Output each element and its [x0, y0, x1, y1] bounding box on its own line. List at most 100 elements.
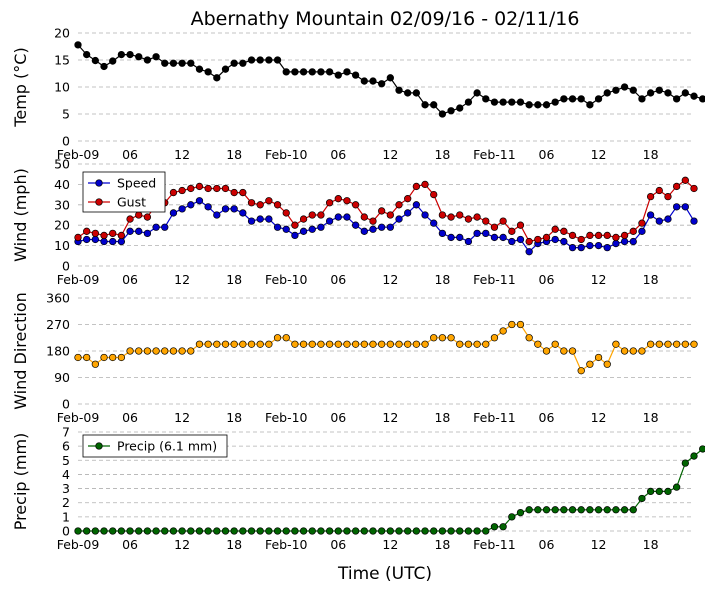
series-point	[629, 347, 637, 355]
x-tick-label: Feb-10	[265, 537, 308, 552]
series-point	[100, 353, 108, 362]
x-tick-label: 06	[539, 537, 555, 552]
x-tick-label: 06	[122, 272, 138, 287]
series-point	[178, 347, 186, 355]
series-point	[490, 334, 499, 342]
x-axis-label: Time (UTC)	[337, 564, 432, 584]
precip-6-1-mm-point	[525, 506, 533, 514]
gust-point	[681, 176, 689, 184]
series-point	[334, 340, 342, 348]
x-tick-label: 18	[643, 537, 659, 552]
x-tick-label: Feb-09	[57, 410, 100, 425]
speed-point	[239, 209, 247, 217]
series-point	[568, 347, 577, 355]
precip-6-1-mm-point	[690, 452, 698, 460]
y-tick-label: 10	[54, 238, 70, 253]
precip-6-1-mm-point	[516, 508, 525, 517]
speed-point	[516, 235, 525, 244]
precip-6-1-mm-point	[568, 506, 577, 514]
speed-point	[100, 237, 108, 246]
x-tick-label: 18	[643, 272, 659, 287]
y-tick-label: 5	[62, 107, 70, 122]
precip-6-1-mm-point	[325, 527, 334, 535]
x-tick-label: 06	[330, 272, 346, 287]
series-point	[482, 95, 490, 103]
y-axis-label: Wind Direction	[11, 292, 30, 410]
precip-6-1-mm-point	[351, 527, 360, 535]
speed-point	[421, 211, 429, 219]
precip-6-1-mm-point	[438, 527, 447, 535]
precip-6-1-mm-line	[78, 447, 705, 532]
precip-6-1-mm-point	[221, 527, 230, 535]
precip-6-1-mm-point	[273, 527, 282, 535]
precip-6-1-mm-point	[560, 506, 568, 514]
x-tick-label: Feb-10	[265, 410, 308, 425]
gust-point	[273, 201, 282, 209]
series-point	[369, 77, 377, 85]
series-point	[334, 71, 342, 79]
series-point	[464, 340, 473, 348]
gust-point	[369, 217, 377, 225]
speed-point	[265, 215, 273, 223]
gust-point	[603, 231, 611, 240]
series-point	[482, 340, 490, 348]
y-tick-label: 20	[54, 26, 70, 41]
speed-point	[629, 237, 637, 246]
gust-point	[135, 211, 143, 219]
precip-6-1-mm-point	[482, 527, 490, 535]
legend: Speed Gust	[82, 171, 166, 213]
legend-swatch-marker	[95, 442, 103, 450]
precip-6-1-mm-point	[83, 527, 91, 535]
x-tick-label: 18	[226, 410, 242, 425]
precip-6-1-mm-point	[490, 523, 499, 531]
series-point	[568, 95, 577, 103]
x-tick-label: 06	[539, 147, 555, 162]
series-point	[560, 347, 568, 355]
series-point	[187, 59, 195, 67]
precip-6-1-mm-point	[681, 459, 689, 467]
precip-6-1-mm-point	[213, 527, 221, 535]
series-point	[646, 89, 655, 97]
x-tick-label: 12	[591, 147, 607, 162]
series-point	[204, 340, 212, 348]
series-point	[612, 340, 620, 348]
y-tick-label: 30	[54, 197, 70, 212]
gust-point	[421, 180, 429, 189]
x-tick-label: 06	[330, 537, 346, 552]
speed-point	[464, 237, 473, 246]
series-point	[412, 340, 421, 348]
series-point	[360, 77, 368, 85]
series-point	[508, 98, 516, 106]
series-point	[325, 68, 334, 76]
gust-point	[169, 188, 178, 197]
series-point	[273, 334, 282, 342]
x-tick-label: 18	[434, 147, 450, 162]
gust-point	[551, 225, 559, 233]
y-tick-label: 40	[54, 177, 70, 192]
series-point	[594, 353, 603, 362]
speed-point	[195, 197, 204, 205]
series-point	[299, 340, 308, 348]
precip-6-1-mm-point	[74, 527, 82, 535]
y-tick-label: 360	[46, 291, 70, 306]
precip-6-1-mm-point	[499, 523, 507, 531]
precip-6-1-mm-point	[447, 527, 455, 535]
series-point	[143, 347, 152, 355]
gust-point	[247, 199, 256, 207]
gust-point	[195, 182, 204, 191]
series-point	[351, 71, 360, 79]
speed-point	[152, 223, 160, 231]
gust-point	[464, 215, 473, 223]
speed-point	[612, 239, 620, 248]
x-tick-label: Feb-09	[57, 147, 100, 162]
series-point	[256, 56, 264, 64]
series-point	[117, 50, 126, 59]
speed-point	[447, 233, 455, 242]
precip-6-1-mm-point	[239, 527, 247, 535]
speed-point	[395, 215, 403, 223]
x-tick-label: Feb-09	[57, 537, 100, 552]
x-tick-label: 12	[591, 537, 607, 552]
x-tick-label: 12	[382, 147, 398, 162]
series-point	[603, 89, 611, 97]
y-axis-label: Precip (mm)	[11, 433, 30, 531]
